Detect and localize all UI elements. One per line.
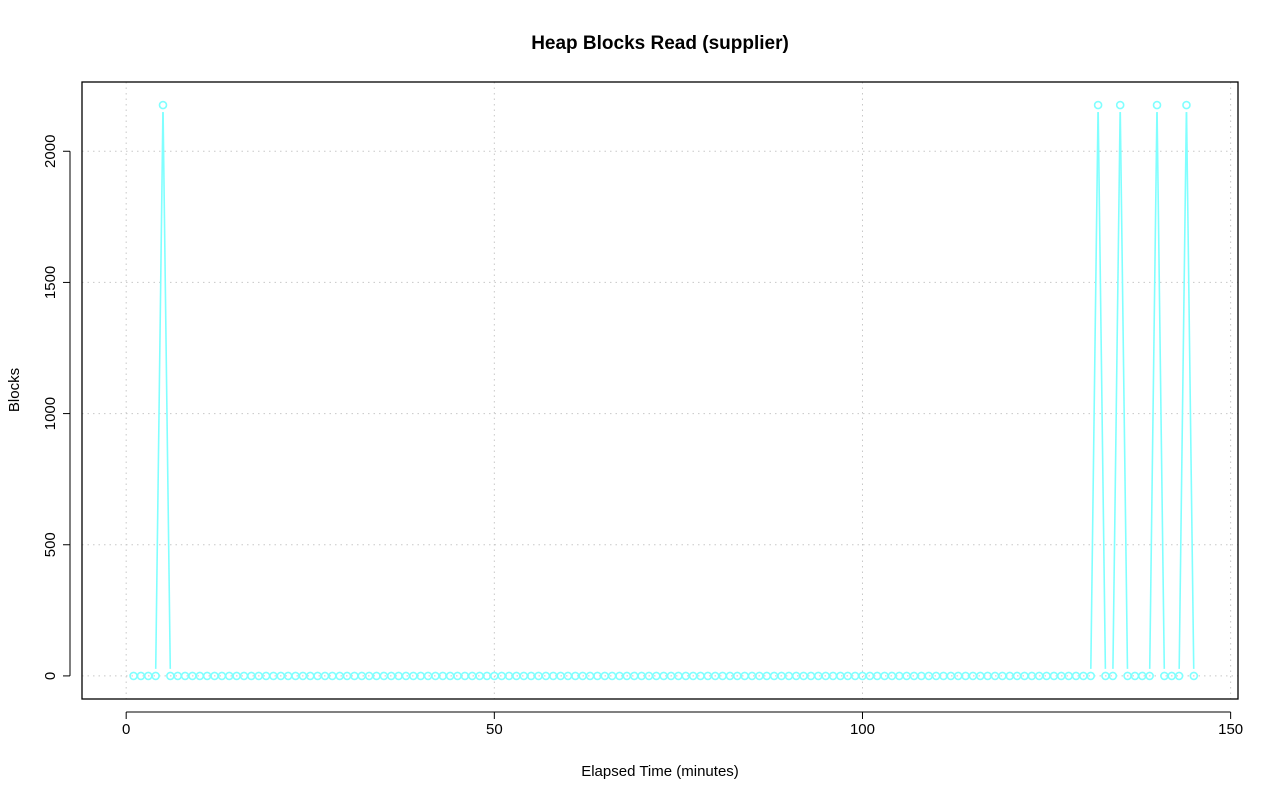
y-tick-label: 2000 [42,135,59,168]
data-point [1042,671,1051,681]
data-point [998,671,1007,681]
data-point [674,671,683,681]
data-point [445,671,455,681]
x-tick-label: 0 [122,721,130,738]
y-tick-label: 0 [42,672,59,680]
series-segment [154,112,164,669]
x-tick-label: 100 [850,721,875,738]
data-point [1093,100,1103,110]
data-point [1115,100,1125,110]
data-point [1174,671,1184,681]
series-segment [1119,112,1129,669]
data-point [423,671,433,681]
y-tick-label: 500 [42,532,59,557]
data-point [585,671,595,681]
data-point [173,671,183,681]
x-tick-label: 150 [1218,721,1243,738]
series-segment [1112,112,1121,669]
plot-frame [81,81,1239,700]
data-point [902,671,911,681]
series-segment [1178,112,1188,669]
data-point [467,671,477,681]
series-segment [1185,112,1195,669]
data-point [313,671,322,681]
data-point [541,671,551,681]
data-point [652,671,661,681]
data-point [836,671,845,681]
data-point [335,671,345,681]
series-segment [1090,112,1099,669]
data-point [1086,671,1096,681]
y-tick-label: 1000 [42,397,59,430]
data-point [1020,671,1029,681]
data-point [151,671,160,681]
data-point [909,671,919,681]
data-point [357,671,367,681]
data-point [814,671,823,681]
data-point [1189,671,1199,681]
grid [82,82,1238,699]
data-point [497,671,506,681]
data-point [1152,100,1162,110]
data-point [129,671,138,681]
x-axis-label: Elapsed Time (minutes) [581,763,739,780]
x-tick-label: 50 [486,721,503,738]
data-point [946,671,956,681]
y-axis-label: Blocks [6,368,23,412]
data-point [512,671,521,681]
data-point [217,671,227,681]
data-point [379,671,389,681]
data-point [453,671,462,681]
data-point [629,671,639,681]
data-point [880,671,889,681]
data-point [924,671,934,681]
y-tick-label: 1500 [42,266,59,299]
x-axis: 0 50 100 150 [122,711,1243,738]
data-point [931,671,941,681]
series-layer [129,100,1199,681]
data-point [475,671,484,681]
series-segment [1097,112,1107,669]
data-point [563,671,573,681]
data-point [1130,671,1140,681]
data-point [953,671,963,681]
series-segment [1156,112,1166,669]
data-point [401,671,411,681]
data-point [858,671,867,681]
data-point [975,671,985,681]
data-point [791,671,801,681]
data-point [769,671,779,681]
data-point [607,671,617,681]
data-point [158,100,168,110]
data-point [1182,100,1191,110]
data-point [195,671,205,681]
data-point [968,671,978,681]
series-segment [1148,112,1158,669]
data-point [1108,671,1118,681]
series-segment [162,112,172,669]
y-axis: 0 500 1000 1500 2000 [42,135,71,680]
data-point [490,671,499,681]
chart-title: Heap Blocks Read (supplier) [531,33,789,54]
data-point [1145,671,1154,681]
data-point [1064,671,1073,681]
data-point [519,671,529,681]
